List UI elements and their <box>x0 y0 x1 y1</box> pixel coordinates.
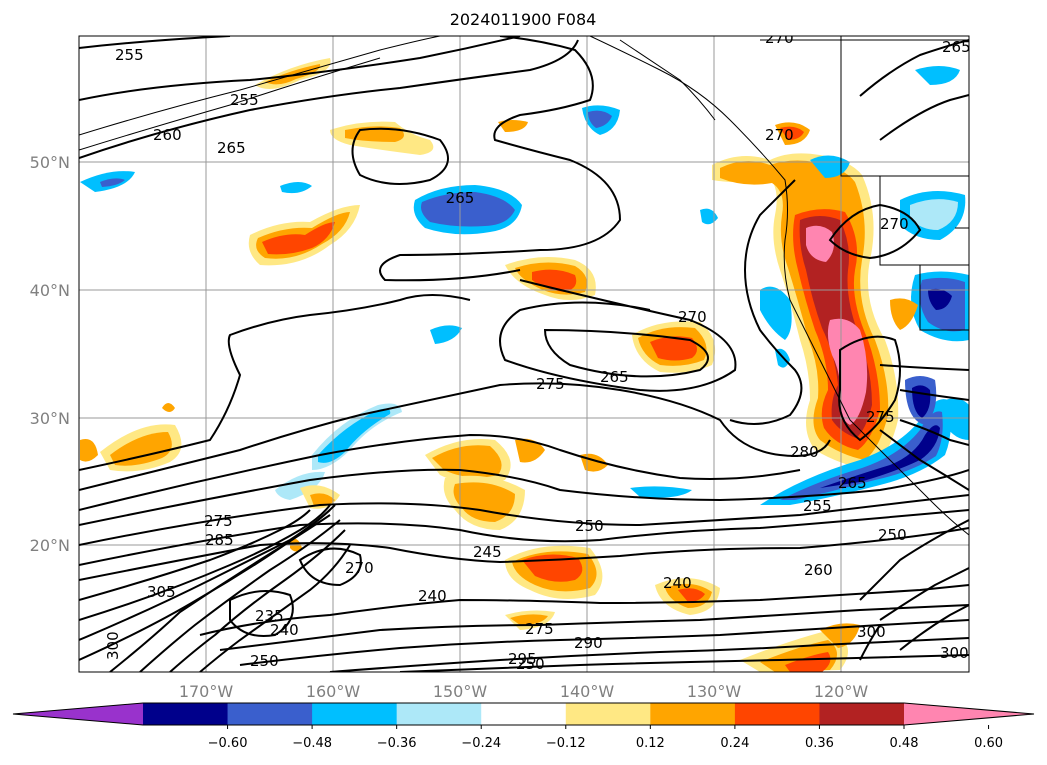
colorbar-outline <box>12 702 1035 726</box>
svg-text:235: 235 <box>255 607 284 625</box>
svg-text:260: 260 <box>804 561 833 579</box>
svg-text:295: 295 <box>508 650 537 668</box>
svg-text:240: 240 <box>663 574 692 592</box>
colorbar-tick-label: −0.24 <box>461 736 501 751</box>
colorbar-segment <box>565 703 651 725</box>
svg-text:250: 250 <box>250 652 279 670</box>
svg-text:275: 275 <box>525 620 554 638</box>
svg-text:290: 290 <box>574 634 603 652</box>
colorbar-tick-label: −0.48 <box>292 736 332 751</box>
lon-label: 170°W <box>179 682 234 701</box>
svg-text:270: 270 <box>678 308 707 326</box>
svg-text:255: 255 <box>115 46 144 64</box>
svg-text:250: 250 <box>575 517 604 535</box>
colorbar-segment <box>734 703 820 725</box>
colorbar-segment <box>312 703 398 725</box>
svg-text:250: 250 <box>878 526 907 544</box>
colorbar-tick-label: −0.12 <box>546 736 586 751</box>
latitude-labels: 50°N 40°N 30°N 20°N <box>30 153 70 555</box>
svg-text:265: 265 <box>838 474 867 492</box>
colorbar-tick-label: −0.60 <box>208 736 248 751</box>
lon-label: 160°W <box>306 682 361 701</box>
svg-text:275: 275 <box>536 375 565 393</box>
map-title: 2024011900 F084 <box>450 10 597 29</box>
svg-text:255: 255 <box>803 497 832 515</box>
colorbar-segment <box>143 703 229 725</box>
svg-text:275: 275 <box>204 512 233 530</box>
svg-text:280: 280 <box>790 443 819 461</box>
svg-text:270: 270 <box>880 215 909 233</box>
colorbar-segment <box>650 703 736 725</box>
graticule <box>79 36 969 672</box>
colorbar-segment <box>481 703 567 725</box>
longitude-labels: 170°W 160°W 150°W 140°W 130°W 120°W <box>179 682 869 701</box>
contours <box>79 36 969 672</box>
colorbar: −0.60 −0.48 −0.36 −0.24 −0.12 0.12 0.24 0.36 0.4… <box>12 702 1035 751</box>
lon-label: 150°W <box>433 682 488 701</box>
svg-text:270: 270 <box>765 29 794 47</box>
svg-text:275: 275 <box>866 408 895 426</box>
svg-text:260: 260 <box>153 126 182 144</box>
coastlines <box>79 36 969 536</box>
lat-label: 50°N <box>30 153 70 172</box>
svg-text:265: 265 <box>446 189 475 207</box>
lat-label: 30°N <box>30 409 70 428</box>
colorbar-tick-label: 0.12 <box>636 736 665 751</box>
colorbar-segment <box>227 703 313 725</box>
svg-text:265: 265 <box>942 38 971 56</box>
colorbar-tick-label: 0.60 <box>974 736 1003 751</box>
svg-text:245: 245 <box>473 543 502 561</box>
colorbar-segment <box>396 703 482 725</box>
colorbar-extend-low <box>13 703 143 725</box>
lon-label: 140°W <box>560 682 615 701</box>
svg-text:285: 285 <box>205 531 234 549</box>
svg-text:265: 265 <box>600 368 629 386</box>
colorbar-tick-label: 0.48 <box>890 736 919 751</box>
contour-labels: 255 255 260 265 265 265 270 270 270 265 … <box>104 29 971 673</box>
colorbar-extend-high <box>904 703 1034 725</box>
svg-text:270: 270 <box>765 126 794 144</box>
colorbar-segment <box>819 703 905 725</box>
svg-text:265: 265 <box>217 139 246 157</box>
lat-label: 20°N <box>30 536 70 555</box>
svg-text:300: 300 <box>940 644 969 662</box>
lon-label: 120°W <box>814 682 869 701</box>
lat-label: 40°N <box>30 281 70 300</box>
colorbar-tick-label: −0.36 <box>377 736 417 751</box>
svg-text:300: 300 <box>857 623 886 641</box>
map-area: 255 255 260 265 265 265 270 270 270 265 … <box>79 29 971 673</box>
lon-label: 130°W <box>687 682 742 701</box>
shaded-fields <box>80 58 969 672</box>
svg-text:240: 240 <box>270 621 299 639</box>
colorbar-tick-label: 0.36 <box>805 736 834 751</box>
map-frame <box>78 35 970 673</box>
svg-text:305: 305 <box>147 583 176 601</box>
svg-text:300: 300 <box>104 631 122 660</box>
svg-text:250: 250 <box>516 655 545 673</box>
svg-text:255: 255 <box>230 91 259 109</box>
svg-text:240: 240 <box>418 587 447 605</box>
svg-text:270: 270 <box>345 559 374 577</box>
colorbar-tick-label: 0.24 <box>720 736 749 751</box>
